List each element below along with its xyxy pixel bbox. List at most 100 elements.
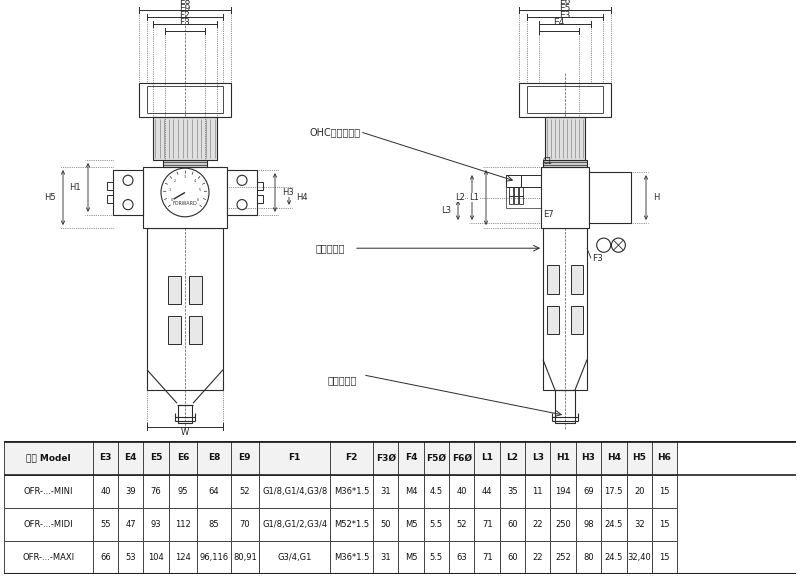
Text: 252: 252 [555, 553, 571, 562]
Bar [113, 170, 143, 215]
Text: 17.5: 17.5 [605, 486, 623, 496]
Bar [93, 508, 118, 541]
Text: 194: 194 [555, 486, 571, 496]
Text: H3: H3 [582, 454, 595, 463]
Bar [93, 474, 118, 508]
Circle shape [237, 200, 247, 209]
Bar [547, 306, 559, 334]
Bar [474, 441, 500, 474]
Bar [500, 441, 525, 474]
Bar [143, 167, 227, 228]
Text: M4: M4 [405, 486, 418, 496]
Text: M5: M5 [405, 553, 418, 562]
Text: 60: 60 [507, 553, 518, 562]
Bar [506, 175, 521, 188]
Bar [449, 541, 474, 574]
Text: F3: F3 [179, 18, 190, 27]
Bar [525, 541, 550, 574]
Text: 39: 39 [126, 486, 136, 496]
Bar [449, 441, 474, 474]
Text: 47: 47 [126, 520, 136, 529]
Bar [545, 117, 585, 160]
Bar [198, 508, 230, 541]
Bar [626, 508, 652, 541]
Bar [541, 167, 589, 228]
Circle shape [611, 238, 626, 252]
Text: G1/8,G1/4,G3/8: G1/8,G1/4,G3/8 [262, 486, 327, 496]
Bar [571, 306, 583, 334]
Bar [424, 441, 449, 474]
Text: 24.5: 24.5 [605, 520, 623, 529]
Text: H5: H5 [632, 454, 646, 463]
Bar [576, 508, 601, 541]
Bar [230, 441, 259, 474]
Bar [519, 83, 611, 117]
Text: 52: 52 [239, 486, 250, 496]
Text: 40: 40 [100, 486, 110, 496]
Bar [449, 508, 474, 541]
Bar [107, 182, 113, 190]
Bar [543, 228, 587, 390]
Bar [550, 441, 576, 474]
Text: 15: 15 [659, 486, 670, 496]
Circle shape [597, 238, 610, 252]
Text: H4: H4 [607, 454, 621, 463]
Text: 70: 70 [239, 520, 250, 529]
Text: E5: E5 [150, 454, 162, 463]
Bar [257, 194, 263, 203]
Text: OHC型安装支架: OHC型安装支架 [310, 127, 361, 137]
Text: 31: 31 [381, 486, 391, 496]
Text: E8: E8 [208, 454, 220, 463]
Bar [189, 316, 202, 344]
Text: 104: 104 [148, 553, 164, 562]
Text: W: W [181, 428, 189, 437]
Text: OFR-...-MIDI: OFR-...-MIDI [23, 520, 73, 529]
Text: M36*1.5: M36*1.5 [334, 486, 370, 496]
Text: 80: 80 [583, 553, 594, 562]
Bar [449, 474, 474, 508]
Bar [519, 188, 523, 196]
Bar [330, 474, 373, 508]
Text: 93: 93 [150, 520, 162, 529]
Bar [576, 541, 601, 574]
Text: 5.5: 5.5 [430, 553, 443, 562]
Text: E5: E5 [559, 4, 570, 13]
Text: L1: L1 [481, 454, 493, 463]
Text: 80,91: 80,91 [233, 553, 257, 562]
Text: 2: 2 [174, 179, 177, 183]
Text: L3: L3 [532, 454, 544, 463]
Text: 11: 11 [533, 486, 543, 496]
Text: 112: 112 [175, 520, 191, 529]
Text: 22: 22 [533, 553, 543, 562]
Text: E4: E4 [125, 454, 137, 463]
Bar [118, 441, 143, 474]
Text: 71: 71 [482, 520, 493, 529]
Bar [93, 441, 118, 474]
Text: 69: 69 [583, 486, 594, 496]
Circle shape [123, 175, 133, 185]
Bar [4, 541, 93, 574]
Bar [571, 265, 583, 294]
Text: F5Ø: F5Ø [426, 454, 446, 463]
Circle shape [237, 175, 247, 185]
Bar [147, 228, 223, 390]
Text: 44: 44 [482, 486, 492, 496]
Text: L1: L1 [469, 193, 479, 202]
Text: H: H [653, 193, 659, 202]
Bar [169, 541, 198, 574]
Bar [259, 541, 330, 574]
Text: 4: 4 [194, 179, 196, 183]
Bar [626, 541, 652, 574]
Bar [143, 508, 169, 541]
Bar [500, 474, 525, 508]
Text: 52: 52 [457, 520, 467, 529]
Text: E4: E4 [554, 18, 565, 27]
Text: 98: 98 [583, 520, 594, 529]
Bar [139, 83, 231, 117]
Bar [230, 474, 259, 508]
Text: 手动放水器: 手动放水器 [328, 375, 358, 385]
Text: 15: 15 [659, 520, 670, 529]
Text: 0: 0 [171, 198, 173, 202]
Circle shape [123, 200, 133, 209]
Text: FORWARD: FORWARD [173, 201, 198, 206]
